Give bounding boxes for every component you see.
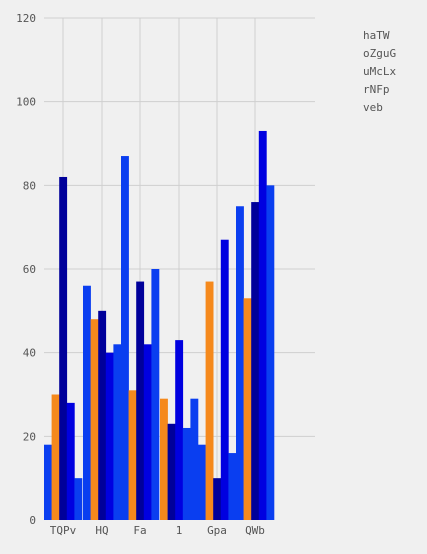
legend-entry: veb	[363, 101, 383, 114]
bar-rNFp-2	[143, 344, 152, 520]
x-tick-label: HQ	[95, 524, 108, 537]
bar-layer	[44, 130, 275, 521]
bar-uMcLx-2	[136, 281, 145, 520]
legend: haTW oZguG uMcLx rNFp veb	[363, 29, 396, 114]
bar-uMcLx-3	[167, 423, 176, 520]
x-tick-label: QWb	[245, 524, 265, 537]
bar-rNFp-3	[175, 340, 184, 520]
y-tick-label: 40	[23, 347, 36, 360]
bar-haTW-3	[190, 398, 199, 520]
y-tick-label: 120	[16, 12, 36, 25]
bar-haTW-2	[121, 156, 129, 521]
y-tick-label: 20	[23, 430, 36, 443]
legend-entry: haTW	[363, 29, 390, 42]
bar-uMcLx-1	[98, 310, 107, 520]
bar-veb-4	[228, 453, 237, 520]
bar-haTW-4	[198, 444, 206, 520]
bar-oZguG-0	[51, 394, 60, 520]
y-tick-label: 80	[23, 179, 36, 192]
legend-entry: oZguG	[363, 47, 396, 60]
bar-veb-3	[182, 427, 191, 520]
bar-oZguG-2	[128, 390, 137, 520]
bar-uMcLx-0	[59, 176, 68, 520]
legend-entry: rNFp	[363, 83, 390, 96]
bar-uMcLx-4	[213, 478, 222, 520]
bar-haTW-0	[44, 444, 52, 520]
bar-veb-1	[113, 344, 122, 520]
bar-rNFp-5	[258, 130, 267, 520]
y-tick-label: 0	[29, 514, 36, 527]
bar-veb-0	[74, 478, 83, 520]
bar-uMcLx-5	[251, 202, 260, 521]
x-tick-label: TQPv	[50, 524, 77, 537]
bar-veb-5	[266, 185, 275, 521]
y-tick-label: 60	[23, 263, 36, 276]
bar-oZguG-1	[90, 319, 99, 520]
x-tick-label: Fa	[133, 524, 146, 537]
bar-veb-2	[151, 269, 160, 520]
bar-oZguG-4	[205, 281, 214, 520]
y-tick-label: 100	[16, 96, 36, 109]
bar-rNFp-1	[105, 352, 114, 520]
bar-haTW-1	[83, 285, 91, 520]
bar-rNFp-0	[66, 402, 75, 520]
bar-oZguG-5	[243, 298, 252, 520]
bar-oZguG-3	[160, 398, 168, 520]
legend-entry: uMcLx	[363, 65, 396, 78]
axis-layer: 0 20 40 60 80 100 120 TQPv HQ Fa 1 Gpa QWb	[16, 12, 265, 537]
x-tick-label: Gpa	[207, 524, 227, 537]
bar-haTW-5	[236, 206, 244, 520]
x-tick-label: 1	[176, 524, 183, 537]
bar-rNFp-4	[220, 239, 229, 520]
